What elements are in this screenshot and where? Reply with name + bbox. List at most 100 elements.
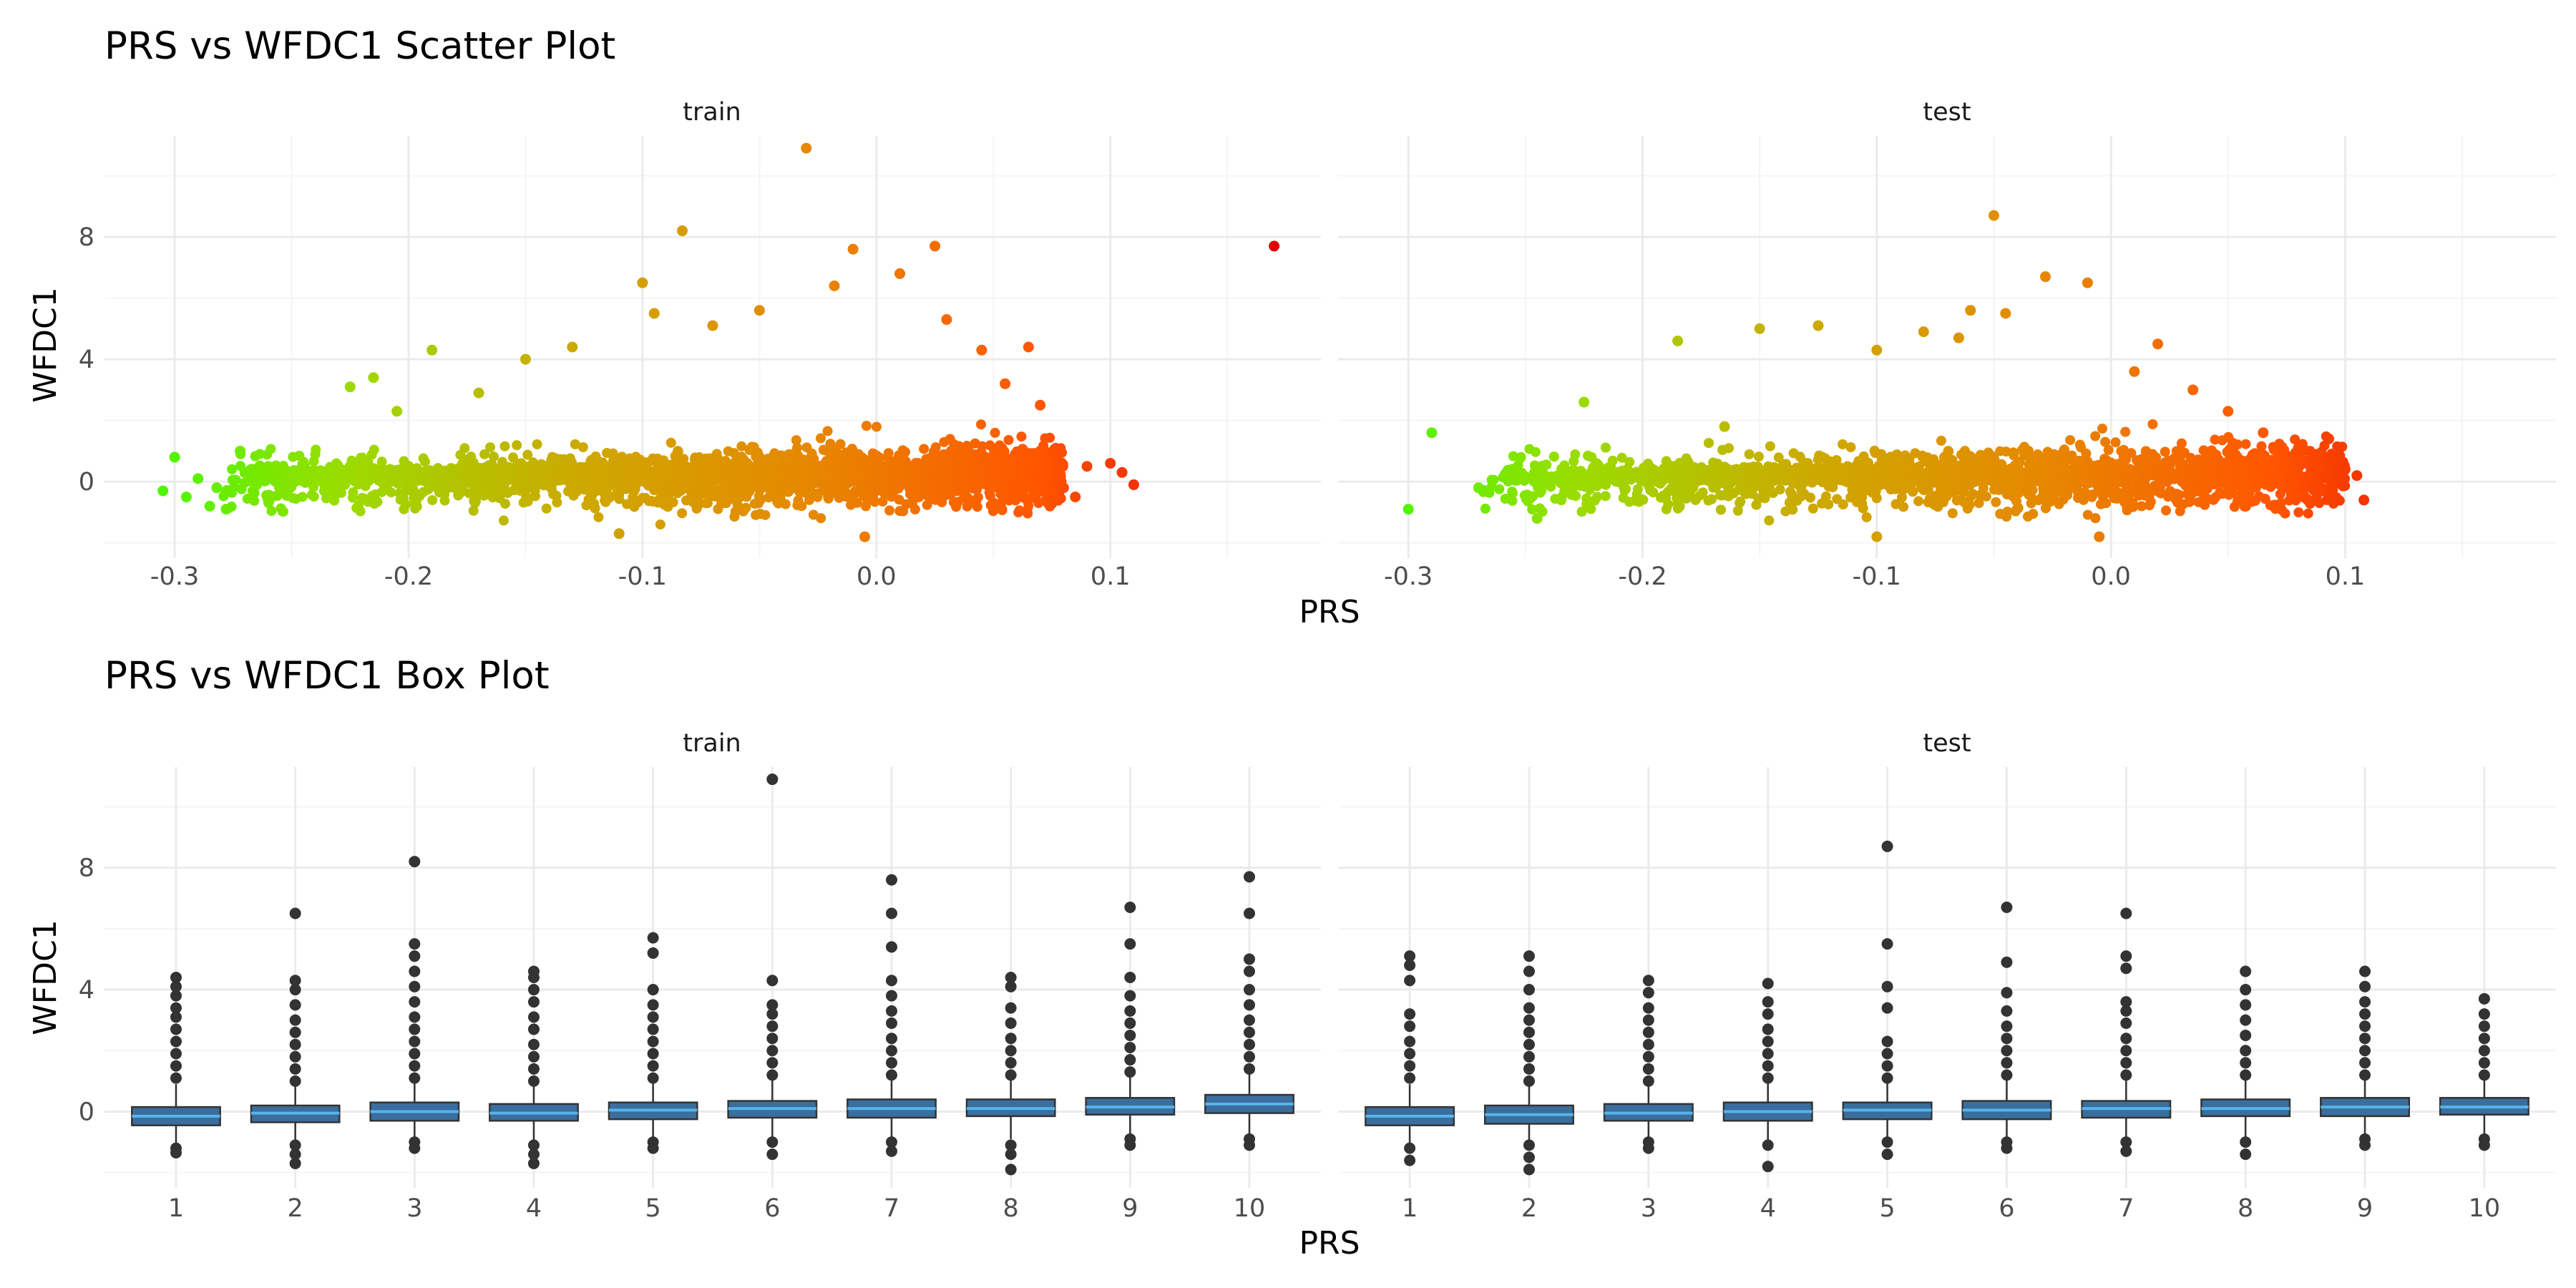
scatter-point (2103, 444, 2114, 455)
scatter-point (1890, 499, 1901, 509)
scatter-point (1030, 457, 1041, 468)
scatter-point (1964, 499, 1975, 510)
scatter-point (1116, 467, 1128, 478)
scatter-point (774, 494, 785, 505)
scatter-point (713, 504, 723, 514)
scatter-point (930, 240, 941, 252)
scatter-point (418, 453, 429, 464)
scatter-point (836, 475, 847, 486)
scatter-point (1939, 475, 1950, 486)
scatter-point (919, 444, 930, 454)
scatter-point (455, 479, 466, 489)
scatter-point (405, 470, 416, 481)
scatter-point (227, 464, 238, 474)
scatter-point (703, 468, 714, 479)
scatter-x-tick--0.1: -0.1 (618, 562, 667, 591)
scatter-point (1033, 498, 1044, 509)
scatter-point (1000, 378, 1011, 389)
scatter-point (710, 491, 721, 502)
scatter-point (829, 487, 840, 498)
scatter-point (1697, 487, 1708, 498)
scatter-point (245, 476, 255, 487)
scatter-point (976, 419, 987, 430)
scatter-point (434, 487, 444, 498)
scatter-point (694, 471, 705, 482)
scatter-point (479, 449, 490, 459)
scatter-point (2019, 441, 2030, 452)
scatter-point (1765, 441, 1775, 452)
scatter-point (863, 479, 874, 489)
scatter-point (835, 439, 846, 449)
scatter-point (868, 492, 879, 503)
scatter-point (1780, 462, 1791, 472)
scatter-point (835, 459, 846, 469)
scatter-point (665, 437, 676, 448)
scatter-point (793, 450, 804, 461)
scatter-point (590, 457, 601, 467)
scatter-point (291, 494, 301, 504)
scatter-point (791, 435, 801, 446)
scatter-point (693, 499, 704, 510)
scatter-point (877, 496, 888, 507)
scatter-point (1672, 482, 1683, 492)
scatter-point (2168, 470, 2179, 481)
scatter-point (1796, 491, 1807, 502)
scatter-x-tick-0.0: 0.0 (857, 562, 897, 591)
scatter-point (894, 494, 904, 505)
scatter-point (2303, 508, 2313, 519)
scatter-point (2159, 460, 2170, 471)
scatter-point (2256, 441, 2267, 452)
scatter-point (2327, 492, 2338, 502)
scatter-point (1995, 509, 2006, 519)
scatter-point (847, 243, 859, 255)
scatter-point (871, 421, 882, 432)
scatter-point (358, 476, 369, 487)
scatter-point (1480, 503, 1491, 514)
scatter-point (568, 490, 579, 501)
scatter-point (665, 497, 676, 507)
scatter-point (914, 481, 924, 492)
scatter-point (976, 344, 987, 356)
scatter-point (602, 488, 613, 499)
scatter-point (2293, 507, 2304, 518)
scatter-point (841, 447, 852, 458)
scatter-point (763, 463, 774, 474)
scatter-point (321, 472, 332, 483)
scatter-point (1870, 486, 1881, 497)
scatter-point (716, 458, 727, 469)
scatter-panel-test: -0.3 -0.2 -0.1 0.0 0.1 (1338, 136, 2556, 591)
scatter-point (962, 441, 972, 452)
scatter-point (736, 441, 747, 452)
scatter-point (431, 475, 441, 486)
scatter-point (591, 486, 602, 497)
scatter-point (499, 441, 510, 452)
scatter-point (655, 493, 665, 504)
scatter-point (2147, 419, 2158, 429)
scatter-point (627, 483, 638, 494)
scatter-point (738, 506, 748, 517)
scatter-point (439, 495, 450, 506)
scatter-point (777, 460, 788, 471)
scatter-point (180, 491, 192, 502)
scatter-point (1043, 464, 1053, 475)
scatter-point (977, 441, 987, 452)
scatter-point (1023, 508, 1033, 519)
scatter-point (169, 452, 180, 463)
scatter-point (344, 381, 356, 393)
scatter-point (655, 519, 665, 530)
scatter-point (211, 482, 223, 494)
scatter-point (244, 465, 255, 476)
scatter-point (1753, 452, 1764, 462)
scatter-point (907, 464, 917, 475)
scatter-point (859, 531, 870, 542)
scatter-point (783, 451, 794, 462)
scatter-point (404, 461, 414, 472)
scatter-point (1995, 446, 2006, 457)
scatter-point (990, 499, 1000, 510)
scatter-point (514, 459, 525, 470)
scatter-point (310, 449, 321, 459)
scatter-point (711, 449, 722, 459)
scatter-point (891, 472, 902, 483)
scatter-point (1500, 493, 1511, 504)
scatter-point (1936, 497, 1946, 507)
